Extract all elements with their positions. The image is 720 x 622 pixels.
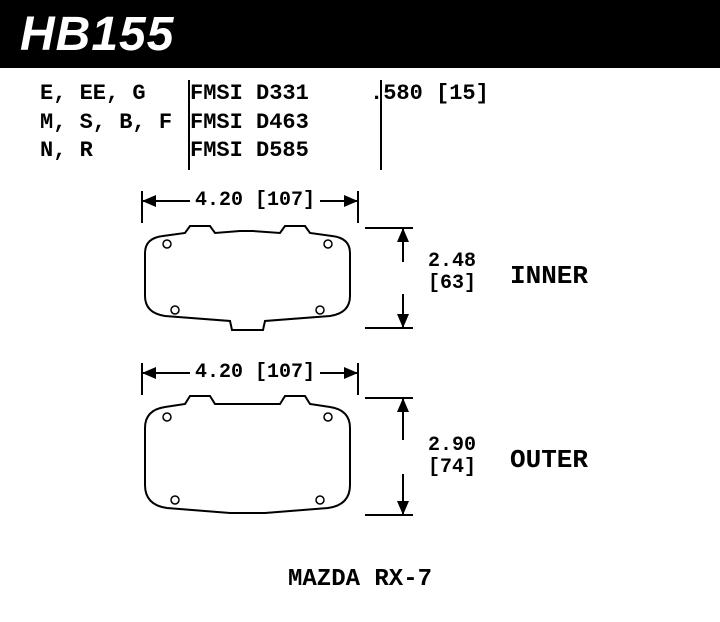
header-bar: HB155 [0,0,720,68]
inner-width-arrow [120,183,380,223]
compounds-line: E, EE, G [40,80,190,109]
compounds-col: E, EE, G M, S, B, F N, R [40,80,190,166]
vertical-divider [188,80,190,170]
inner-label: INNER [510,261,588,291]
outer-width-arrow [120,355,380,395]
outer-height-arrow [365,390,425,535]
vertical-divider [380,80,382,170]
outer-height-dim: 2.90 [74] [428,435,476,479]
fmsi-line: FMSI D463 [190,109,370,138]
thickness-col: .580 [15] [370,80,700,166]
compounds-line: N, R [40,137,190,166]
inner-height-arrow [365,218,425,348]
content-area: E, EE, G M, S, B, F N, R FMSI D331 FMSI … [0,68,720,622]
fmsi-line: FMSI D331 [190,80,370,109]
inner-pad-shape [135,218,365,348]
outer-pad-shape [135,390,365,535]
thickness-value: .580 [15] [370,80,700,109]
fmsi-col: FMSI D331 FMSI D463 FMSI D585 [190,80,370,166]
part-number: HB155 [20,7,174,62]
spec-row: E, EE, G M, S, B, F N, R FMSI D331 FMSI … [0,68,720,166]
compounds-line: M, S, B, F [40,109,190,138]
outer-label: OUTER [510,445,588,475]
fmsi-line: FMSI D585 [190,137,370,166]
vehicle-label: MAZDA RX-7 [0,566,720,593]
inner-height-dim: 2.48 [63] [428,251,476,295]
diagram-area: 4.20 [107] 2.48 [63] IN [0,183,720,603]
